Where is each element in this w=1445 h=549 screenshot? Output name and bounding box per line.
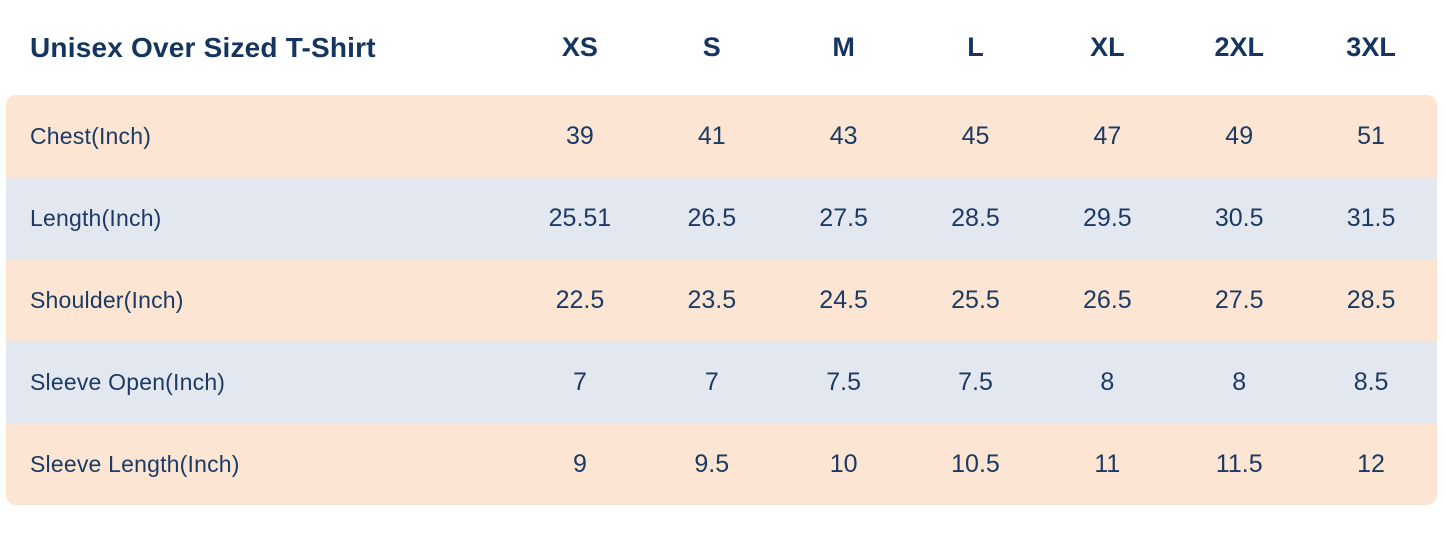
cell-value: 27.5: [819, 203, 868, 232]
cell-value: 28.5: [1346, 285, 1396, 314]
cell-value: 8.5: [1353, 367, 1389, 396]
cell-value: 25.51: [548, 203, 612, 232]
row-label: Sleeve Length(Inch): [30, 450, 240, 477]
cell-value: 51: [1357, 121, 1385, 150]
row-label: Shoulder(Inch): [30, 286, 184, 313]
column-header-s: S: [702, 32, 721, 62]
chart-title: Unisex Over Sized T-Shirt: [30, 31, 376, 63]
cell-value: 39: [566, 121, 594, 150]
cell-value: 9: [572, 449, 587, 478]
column-header-3xl: 3XL: [1346, 32, 1396, 62]
cell-value: 47: [1093, 121, 1122, 150]
cell-value: 30.5: [1214, 203, 1264, 232]
cell-value: 7: [572, 367, 587, 396]
cell-value: 26.5: [1083, 285, 1132, 314]
row-label: Chest(Inch): [30, 122, 152, 149]
cell-value: 22.5: [555, 285, 605, 314]
column-header-m: M: [832, 32, 855, 62]
cell-value: 45: [961, 121, 990, 150]
column-header-xs: XS: [561, 32, 598, 62]
cell-value: 7.5: [958, 367, 993, 396]
cell-value: 7.5: [826, 367, 862, 396]
table-row: Chest(Inch) 39 41 43 45 47 49 51: [6, 95, 1437, 177]
cell-value: 29.5: [1083, 203, 1132, 232]
cell-value: 26.5: [687, 203, 737, 232]
cell-value: 43: [829, 121, 858, 150]
cell-value: 49: [1225, 121, 1254, 150]
size-chart: Unisex Over Sized T-Shirt XS S M L XL 2XL 3XL …: [6, 0, 1437, 505]
cell-value: 8: [1232, 367, 1247, 396]
size-chart-body: Chest(Inch) 39 41 43 45 47 49 51 Length(Inch) 25.…: [6, 95, 1437, 505]
cell-value: 24.5: [819, 285, 868, 314]
cell-value: 12: [1357, 449, 1385, 478]
cell-value: 27.5: [1214, 285, 1264, 314]
column-header-l: L: [967, 32, 984, 62]
row-label: Sleeve Open(Inch): [30, 368, 226, 395]
cell-value: 8: [1100, 367, 1115, 396]
cell-value: 9.5: [694, 449, 730, 478]
column-header-2xl: 2XL: [1214, 32, 1264, 62]
cell-value: 7: [704, 367, 719, 396]
cell-value: 41: [697, 121, 726, 150]
cell-value: 31.5: [1346, 203, 1396, 232]
cell-value: 10.5: [951, 449, 1000, 478]
table-row: Shoulder(Inch) 22.5 23.5 24.5 25.5 26.5 27.5 28…: [6, 259, 1437, 341]
cell-value: 23.5: [687, 285, 737, 314]
size-chart-header: Unisex Over Sized T-Shirt XS S M L XL 2XL 3XL: [6, 0, 1437, 95]
table-row: Length(Inch) 25.51 26.5 27.5 28.5 29.5 30.5 31.…: [6, 177, 1437, 259]
row-label: Length(Inch): [30, 204, 162, 231]
cell-value: 28.5: [951, 203, 1000, 232]
column-header-xl: XL: [1090, 32, 1125, 62]
table-row: Sleeve Open(Inch) 7 7 7.5 7.5 8 8 8.5: [6, 341, 1437, 423]
cell-value: 11.5: [1215, 449, 1263, 478]
table-row: Sleeve Length(Inch) 9 9.5 10 10.5 11 11.5 12: [6, 423, 1437, 505]
cell-value: 11: [1094, 449, 1121, 478]
cell-value: 25.5: [951, 285, 1000, 314]
cell-value: 10: [829, 449, 858, 478]
